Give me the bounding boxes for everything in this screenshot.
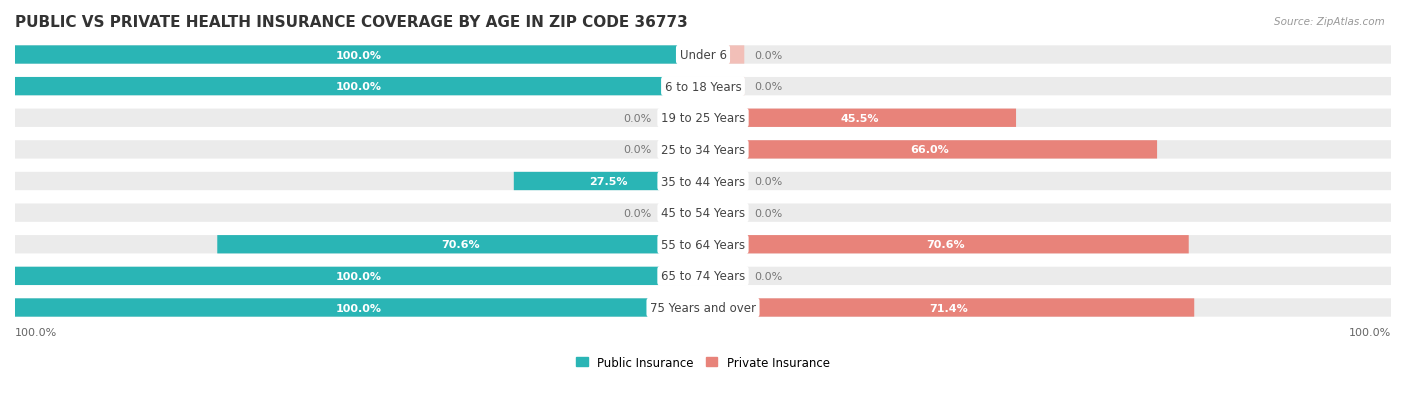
Text: 0.0%: 0.0% (755, 82, 783, 92)
Text: 100.0%: 100.0% (336, 82, 382, 92)
Text: 55 to 64 Years: 55 to 64 Years (661, 238, 745, 251)
FancyBboxPatch shape (15, 141, 1391, 159)
FancyBboxPatch shape (15, 204, 1391, 222)
Text: 70.6%: 70.6% (927, 240, 965, 249)
Text: 100.0%: 100.0% (336, 50, 382, 60)
Text: 100.0%: 100.0% (336, 303, 382, 313)
Text: 0.0%: 0.0% (623, 145, 651, 155)
FancyBboxPatch shape (703, 172, 744, 191)
Text: 27.5%: 27.5% (589, 177, 627, 187)
Text: 45.5%: 45.5% (841, 114, 879, 123)
Text: 71.4%: 71.4% (929, 303, 967, 313)
FancyBboxPatch shape (703, 267, 744, 285)
Text: 70.6%: 70.6% (441, 240, 479, 249)
FancyBboxPatch shape (15, 235, 1391, 254)
Text: 45 to 54 Years: 45 to 54 Years (661, 206, 745, 220)
Text: Source: ZipAtlas.com: Source: ZipAtlas.com (1274, 17, 1385, 26)
FancyBboxPatch shape (662, 141, 703, 159)
Text: 0.0%: 0.0% (623, 208, 651, 218)
FancyBboxPatch shape (703, 299, 1194, 317)
Text: PUBLIC VS PRIVATE HEALTH INSURANCE COVERAGE BY AGE IN ZIP CODE 36773: PUBLIC VS PRIVATE HEALTH INSURANCE COVER… (15, 15, 688, 30)
Text: 100.0%: 100.0% (15, 328, 58, 337)
Text: 6 to 18 Years: 6 to 18 Years (665, 81, 741, 93)
FancyBboxPatch shape (703, 141, 1157, 159)
Text: 35 to 44 Years: 35 to 44 Years (661, 175, 745, 188)
Text: 0.0%: 0.0% (755, 208, 783, 218)
Text: 19 to 25 Years: 19 to 25 Years (661, 112, 745, 125)
Text: 25 to 34 Years: 25 to 34 Years (661, 144, 745, 157)
Text: 100.0%: 100.0% (336, 271, 382, 281)
FancyBboxPatch shape (703, 109, 1017, 128)
Legend: Public Insurance, Private Insurance: Public Insurance, Private Insurance (576, 356, 830, 369)
Text: 100.0%: 100.0% (1348, 328, 1391, 337)
FancyBboxPatch shape (15, 267, 1391, 285)
FancyBboxPatch shape (15, 299, 1391, 317)
FancyBboxPatch shape (15, 46, 703, 64)
FancyBboxPatch shape (15, 78, 703, 96)
FancyBboxPatch shape (218, 235, 703, 254)
FancyBboxPatch shape (15, 78, 1391, 96)
Text: 0.0%: 0.0% (755, 50, 783, 60)
FancyBboxPatch shape (703, 46, 744, 64)
Text: 0.0%: 0.0% (755, 271, 783, 281)
Text: 65 to 74 Years: 65 to 74 Years (661, 270, 745, 282)
FancyBboxPatch shape (15, 46, 1391, 64)
FancyBboxPatch shape (703, 235, 1188, 254)
Text: 75 Years and over: 75 Years and over (650, 301, 756, 314)
FancyBboxPatch shape (15, 109, 1391, 128)
FancyBboxPatch shape (703, 204, 744, 222)
FancyBboxPatch shape (703, 78, 744, 96)
FancyBboxPatch shape (15, 299, 703, 317)
Text: 66.0%: 66.0% (911, 145, 949, 155)
Text: 0.0%: 0.0% (623, 114, 651, 123)
FancyBboxPatch shape (662, 109, 703, 128)
Text: 0.0%: 0.0% (755, 177, 783, 187)
FancyBboxPatch shape (15, 267, 703, 285)
Text: Under 6: Under 6 (679, 49, 727, 62)
FancyBboxPatch shape (15, 172, 1391, 191)
FancyBboxPatch shape (513, 172, 703, 191)
FancyBboxPatch shape (662, 204, 703, 222)
